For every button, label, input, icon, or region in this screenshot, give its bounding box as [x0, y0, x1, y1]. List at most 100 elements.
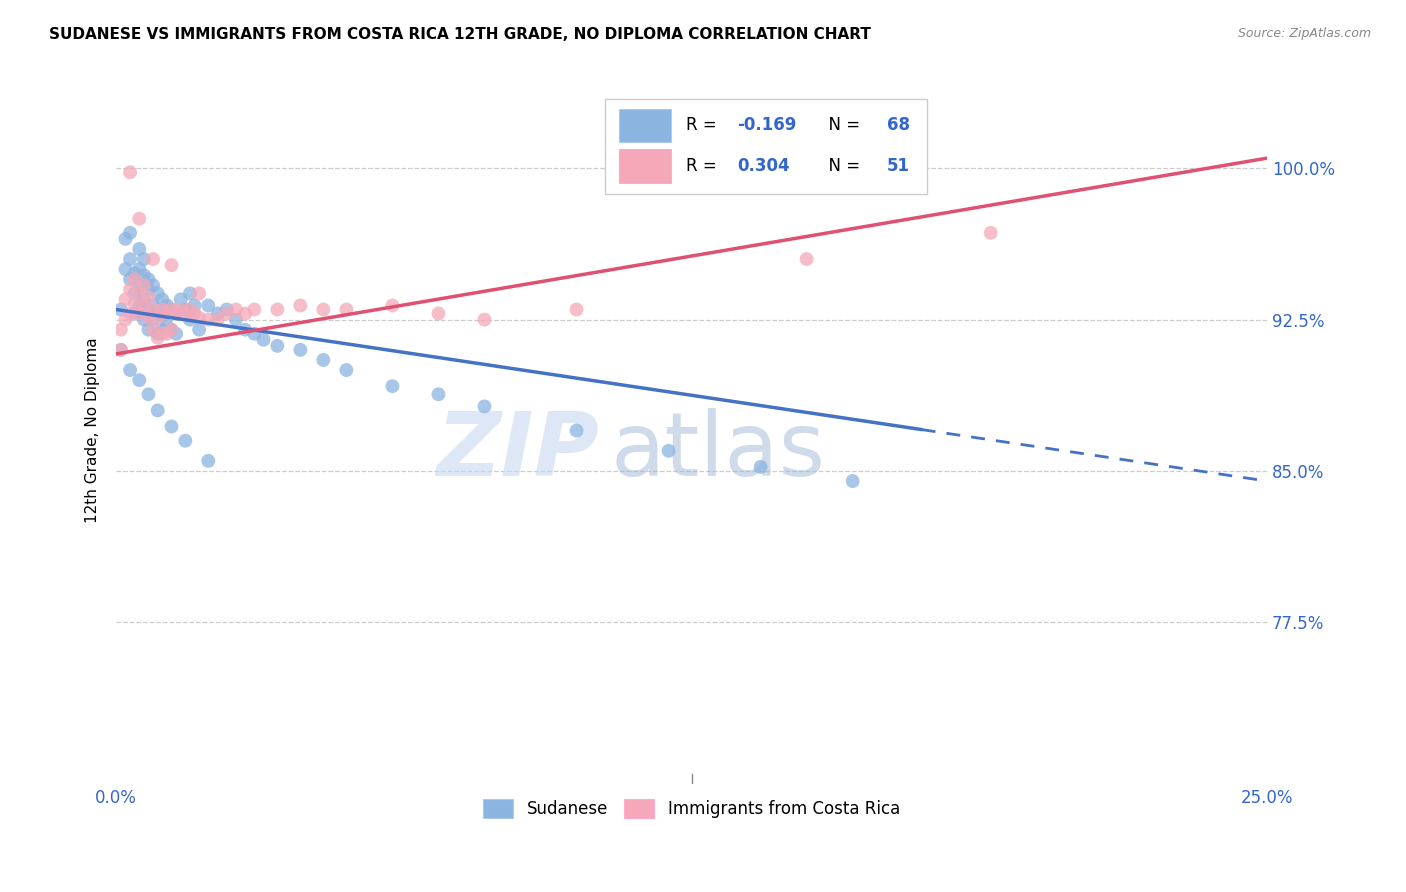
Point — [156, 298, 179, 312]
Point — [124, 272, 146, 286]
Point — [215, 307, 238, 321]
Point — [142, 323, 165, 337]
Point — [233, 323, 256, 337]
Point — [188, 323, 211, 337]
Point — [197, 454, 219, 468]
Point — [114, 262, 136, 277]
Point — [138, 387, 160, 401]
Point — [150, 326, 173, 341]
Point — [146, 286, 169, 301]
Point — [160, 323, 183, 337]
Point — [225, 302, 247, 317]
Point — [170, 293, 193, 307]
Point — [427, 307, 450, 321]
Point — [749, 459, 772, 474]
Point — [796, 252, 818, 266]
Point — [124, 266, 146, 280]
Point — [427, 387, 450, 401]
Point — [252, 333, 274, 347]
Point — [128, 262, 150, 277]
Point — [142, 298, 165, 312]
Point — [160, 302, 183, 317]
Point — [132, 278, 155, 293]
Point — [120, 272, 142, 286]
Point — [174, 307, 197, 321]
Text: N =: N = — [818, 157, 866, 175]
Point — [312, 353, 335, 368]
Point — [128, 286, 150, 301]
Point — [980, 226, 1002, 240]
Point — [312, 302, 335, 317]
Point — [128, 373, 150, 387]
Point — [150, 302, 173, 317]
Point — [120, 307, 142, 321]
Point — [150, 293, 173, 307]
Y-axis label: 12th Grade, No Diploma: 12th Grade, No Diploma — [86, 338, 100, 524]
Text: Source: ZipAtlas.com: Source: ZipAtlas.com — [1237, 27, 1371, 40]
Point — [132, 268, 155, 283]
Point — [197, 298, 219, 312]
Point — [120, 282, 142, 296]
Point — [124, 307, 146, 321]
Point — [225, 312, 247, 326]
Point — [132, 298, 155, 312]
Point — [110, 323, 132, 337]
Point — [170, 302, 193, 317]
Point — [128, 278, 150, 293]
Point — [565, 424, 588, 438]
Point — [207, 307, 229, 321]
Point — [156, 318, 179, 333]
Point — [128, 307, 150, 321]
Point — [266, 339, 288, 353]
Point — [290, 298, 312, 312]
Text: 51: 51 — [887, 157, 910, 175]
Point — [132, 252, 155, 266]
Point — [474, 400, 496, 414]
Point — [841, 474, 863, 488]
Point — [142, 278, 165, 293]
Point — [128, 242, 150, 256]
Point — [110, 343, 132, 357]
Point — [132, 312, 155, 326]
Point — [128, 211, 150, 226]
Bar — [619, 149, 671, 183]
Text: R =: R = — [686, 157, 721, 175]
Point — [142, 312, 165, 326]
Point — [146, 307, 169, 321]
Point — [156, 307, 179, 321]
Point — [138, 310, 160, 325]
Point — [160, 419, 183, 434]
Point — [335, 302, 357, 317]
Point — [114, 293, 136, 307]
Point — [215, 302, 238, 317]
Point — [188, 310, 211, 325]
Point — [114, 312, 136, 326]
Point — [128, 298, 150, 312]
Point — [381, 379, 404, 393]
Point — [197, 312, 219, 326]
Point — [165, 307, 187, 321]
Point — [179, 312, 201, 326]
Point — [179, 286, 201, 301]
Text: N =: N = — [818, 117, 866, 135]
Point — [179, 302, 201, 317]
Point — [138, 272, 160, 286]
Point — [120, 363, 142, 377]
Point — [474, 312, 496, 326]
Point — [233, 307, 256, 321]
Point — [160, 302, 183, 317]
Point — [110, 302, 132, 317]
Point — [150, 323, 173, 337]
Point — [146, 310, 169, 325]
Text: ZIP: ZIP — [437, 409, 599, 495]
Point — [165, 307, 187, 321]
Point — [150, 309, 173, 323]
Point — [183, 307, 205, 321]
Text: atlas: atlas — [612, 409, 827, 495]
Point — [160, 323, 183, 337]
Point — [132, 293, 155, 307]
Point — [188, 286, 211, 301]
Point — [138, 282, 160, 296]
Point — [290, 343, 312, 357]
Point — [565, 302, 588, 317]
